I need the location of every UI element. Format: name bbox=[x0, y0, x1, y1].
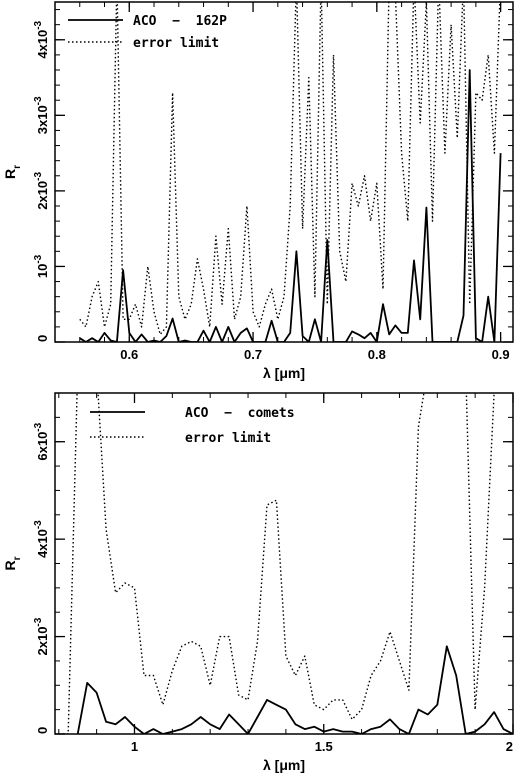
x-axis-label: λ [μm] bbox=[263, 365, 305, 381]
series-line-error-limit bbox=[79, 2, 501, 336]
x-axis-label: λ [μm] bbox=[263, 757, 305, 773]
x-tick-label: 0.7 bbox=[244, 347, 262, 362]
y-tick-label: 6x10-3 bbox=[33, 422, 50, 460]
chart-panel-1: 0.6 0.7 0.8 0.9 0 10-3 2x10-3 3x10-3 4x10-3 λ [μm… bbox=[2, 1, 514, 381]
legend-label: error limit bbox=[185, 431, 271, 446]
series-line-aco bbox=[79, 69, 502, 342]
y-tick-label: 0 bbox=[35, 335, 50, 342]
legend: ACO − comets error limit bbox=[90, 406, 295, 446]
x-tick-label: 0.6 bbox=[120, 347, 138, 362]
y-tick-label: 10-3 bbox=[33, 254, 50, 278]
y-axis-label: Rr bbox=[2, 165, 23, 179]
y-tick-label: 2x10-3 bbox=[33, 172, 50, 210]
plot-frame bbox=[54, 392, 514, 735]
y-axis-label: Rr bbox=[2, 556, 23, 570]
y-tick-label: 2x10-3 bbox=[33, 617, 50, 655]
x-tick-label: 1 bbox=[131, 739, 138, 754]
y-tick-label: 4x10-3 bbox=[33, 20, 50, 58]
chart-panel-2: 1 1.5 2 0 2x10-3 4x10-3 6x10-3 λ [μm] Rr ACO − co… bbox=[2, 392, 514, 773]
legend-label: ACO − 162P bbox=[133, 14, 227, 29]
x-tick-label: 2 bbox=[506, 739, 513, 754]
x-tick-label: 0.8 bbox=[368, 347, 386, 362]
y-tick-label: 4x10-3 bbox=[33, 520, 50, 558]
legend-label: error limit bbox=[133, 36, 219, 51]
y-tick-label: 3x10-3 bbox=[33, 96, 50, 134]
legend: ACO − 162P error limit bbox=[68, 14, 227, 51]
x-tick-label: 0.9 bbox=[492, 347, 510, 362]
series-line-aco bbox=[76, 645, 513, 734]
series-line-error-limit bbox=[58, 393, 495, 734]
x-tick-label: 1.5 bbox=[315, 739, 333, 754]
legend-label: ACO − comets bbox=[185, 406, 295, 421]
y-tick-label: 0 bbox=[35, 727, 50, 734]
